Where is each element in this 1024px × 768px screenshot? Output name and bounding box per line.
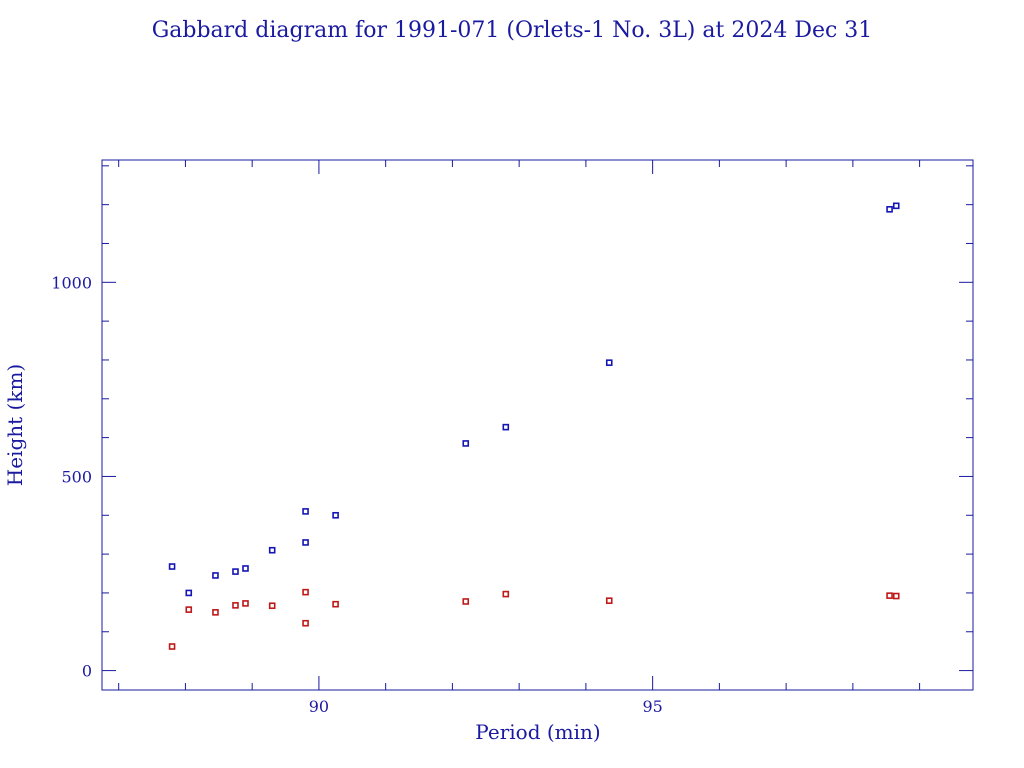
perigee-point [332, 600, 339, 608]
perigee-point [242, 600, 249, 607]
tick-labels: 90 95 0 500 1000 [51, 273, 663, 716]
axis-ticks [102, 160, 973, 690]
apogee-point [892, 202, 900, 210]
apogee-point [302, 539, 309, 546]
x-tick-label: 95 [642, 697, 662, 716]
y-tick-label: 1000 [51, 273, 92, 292]
perigee-point [886, 592, 893, 599]
y-tick-label: 500 [61, 467, 92, 486]
apogee-point [212, 572, 219, 579]
apogee-point [502, 423, 510, 431]
data-points [168, 202, 900, 650]
apogee-point [268, 546, 276, 554]
plot-border [101, 159, 974, 691]
perigee-point [892, 592, 900, 600]
chart-title: Gabbard diagram for 1991-071 (Orlets-1 N… [152, 18, 873, 43]
perigee-point [302, 619, 309, 627]
y-axis-label: Height (km) [3, 364, 27, 486]
apogee-point [185, 589, 193, 597]
x-tick-label: 90 [309, 697, 329, 716]
apogee-point [605, 359, 613, 366]
apogee-point [302, 508, 309, 515]
perigee-point [502, 590, 510, 598]
perigee-point [462, 598, 470, 605]
perigee-point [302, 588, 309, 596]
apogee-point [462, 440, 470, 447]
perigee-point [168, 643, 176, 650]
perigee-point [605, 597, 613, 604]
perigee-point [212, 609, 219, 616]
x-axis-label: Period (min) [475, 720, 600, 744]
apogee-point [168, 563, 176, 570]
perigee-point [232, 602, 239, 609]
y-tick-label: 0 [82, 662, 92, 681]
apogee-point [232, 568, 239, 575]
perigee-point [268, 602, 276, 610]
apogee-point [886, 206, 893, 213]
plot-frame [101, 159, 974, 691]
perigee-point [185, 606, 193, 613]
apogee-point [242, 565, 249, 572]
apogee-point [332, 511, 339, 519]
